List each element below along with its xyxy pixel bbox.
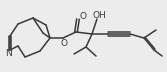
Text: O: O <box>60 39 67 48</box>
Text: OH: OH <box>92 11 106 20</box>
Text: N: N <box>6 50 12 58</box>
Text: O: O <box>79 12 87 21</box>
